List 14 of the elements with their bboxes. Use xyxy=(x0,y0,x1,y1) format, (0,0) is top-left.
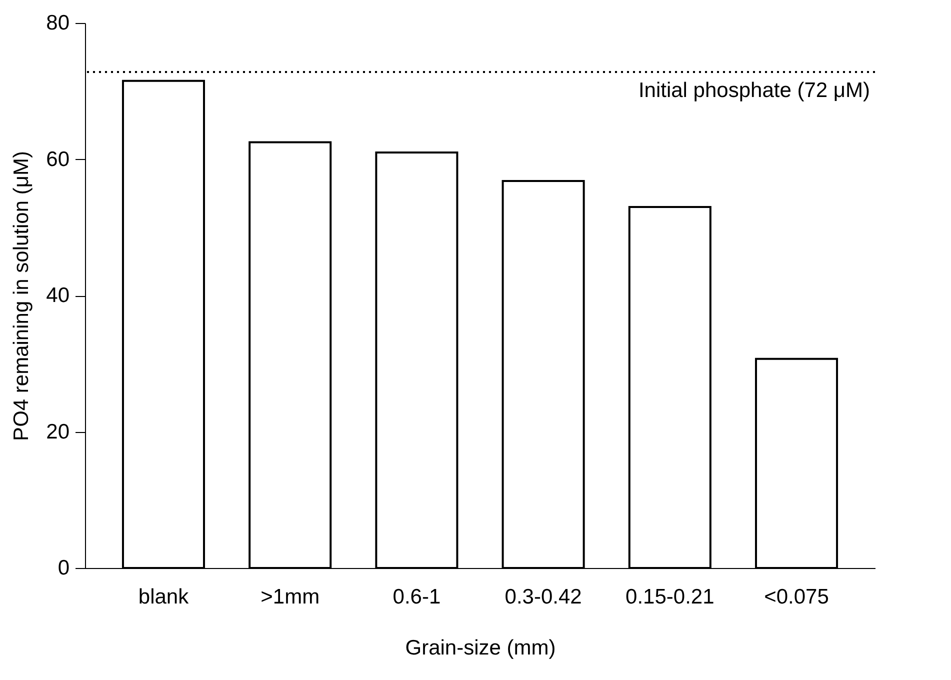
y-axis-title: PO4 remaining in solution (μM) xyxy=(10,151,34,441)
x-tick-label: 0.3-0.42 xyxy=(504,586,582,608)
y-tick-label: 80 xyxy=(46,12,70,34)
x-tick-label: >1mm xyxy=(260,586,320,608)
y-tick-label: 20 xyxy=(46,420,70,444)
ref-line-label: Initial phosphate (72 μM) xyxy=(638,79,870,102)
y-tick-label: 60 xyxy=(46,148,70,171)
x-tick-label: <0.075 xyxy=(764,586,829,608)
y-tick-label: 0 xyxy=(58,556,70,580)
y-tick-label: 40 xyxy=(46,284,70,307)
x-tick-label: 0.15-0.21 xyxy=(626,586,714,608)
x-tick-label: blank xyxy=(138,586,190,608)
x-tick-label: 0.6-1 xyxy=(392,586,441,608)
x-axis-title: Grain-size (mm) xyxy=(405,636,556,660)
